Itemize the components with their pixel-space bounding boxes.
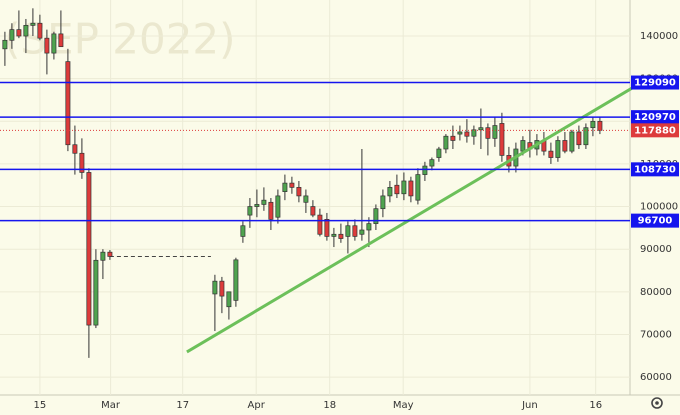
candle-body — [443, 135, 449, 150]
candle-body — [450, 135, 456, 141]
candle-body — [219, 280, 225, 297]
candle-body — [212, 280, 218, 295]
last-price-label: 117880 — [634, 125, 676, 136]
candle-body — [338, 233, 344, 239]
x-tick-label: 17 — [176, 400, 189, 411]
candle-body — [296, 187, 302, 197]
candle-body — [58, 33, 64, 48]
candle-body — [9, 29, 15, 41]
watermark: (SEP 2022) — [4, 15, 236, 64]
y-tick-label: 80000 — [640, 287, 672, 298]
last-price-box — [631, 123, 679, 138]
candle-body — [464, 131, 470, 137]
candle-body — [79, 152, 85, 173]
candle-body — [107, 251, 113, 257]
candle-body — [51, 33, 57, 54]
candle-body — [310, 206, 316, 216]
y-tick-label: 140000 — [640, 31, 678, 42]
candle-body — [555, 140, 561, 158]
candle-body — [37, 22, 43, 39]
candle-body — [30, 22, 36, 26]
candle-body — [317, 214, 323, 235]
x-tick-label: Jun — [521, 400, 538, 411]
candle-body — [422, 165, 428, 175]
candle-body — [86, 172, 92, 326]
y-tick-label: 70000 — [640, 329, 672, 340]
candle-body — [331, 233, 337, 237]
level-label: 108730 — [634, 164, 676, 175]
candle-body — [65, 61, 71, 146]
candle-body — [394, 184, 400, 195]
candle-body — [303, 195, 309, 203]
candle-body — [233, 259, 239, 301]
candle-body — [583, 127, 589, 146]
candle-body — [352, 225, 358, 237]
candle-body — [289, 182, 295, 188]
level-box — [631, 213, 679, 228]
candle-body — [436, 148, 442, 158]
candle-body — [478, 127, 484, 131]
candle-body — [345, 225, 351, 237]
candle-body — [324, 218, 330, 237]
candle-body — [275, 195, 281, 218]
level-label: 96700 — [638, 216, 673, 227]
x-tick-label: Apr — [248, 400, 266, 411]
candle-body — [44, 37, 50, 54]
candle-body — [590, 120, 596, 129]
candle-body — [261, 199, 267, 205]
candle-body — [359, 229, 365, 235]
candle-body — [499, 123, 505, 156]
candle-body — [100, 251, 106, 261]
level-label: 129090 — [634, 78, 676, 89]
candle-body — [429, 159, 435, 167]
y-tick-label: 90000 — [640, 244, 672, 255]
candle-body — [254, 204, 260, 207]
candle-body — [520, 140, 526, 152]
candle-body — [268, 201, 274, 220]
x-tick-label: Mar — [101, 400, 121, 411]
candle-body — [93, 259, 99, 326]
level-box — [631, 162, 679, 177]
x-tick-label: 18 — [323, 400, 336, 411]
level-box — [631, 75, 679, 90]
y-tick-label: 100000 — [640, 202, 678, 213]
candle-body — [226, 291, 232, 308]
candle-body — [373, 208, 379, 224]
candle-body — [415, 174, 421, 201]
candle-body — [548, 150, 554, 158]
level-box — [631, 110, 679, 125]
x-tick-label: 15 — [34, 400, 47, 411]
candle-body — [562, 140, 568, 152]
candle-body — [401, 180, 407, 195]
candle-body — [72, 144, 78, 154]
candle-body — [597, 120, 603, 131]
x-tick-label: May — [393, 400, 414, 411]
candle-body — [16, 29, 22, 37]
candle-body — [380, 195, 386, 210]
candle-body — [247, 206, 253, 216]
candle-body — [471, 129, 477, 137]
level-label: 120970 — [634, 112, 676, 123]
candle-body — [240, 225, 246, 237]
candle-body — [23, 25, 29, 37]
candle-body — [282, 182, 288, 192]
settings-hub[interactable] — [655, 401, 659, 405]
settings-icon[interactable] — [651, 397, 663, 409]
settings-gear[interactable] — [651, 397, 663, 409]
candle-body — [387, 187, 393, 197]
candle-body — [576, 131, 582, 146]
x-tick-label: 16 — [589, 400, 602, 411]
candle-body — [2, 39, 8, 50]
candle-body — [485, 127, 491, 139]
candle-body — [457, 131, 463, 135]
candle-body — [569, 131, 575, 152]
candle-body — [408, 180, 414, 197]
candle-body — [366, 223, 372, 231]
y-tick-label: 60000 — [640, 372, 672, 383]
candle-body — [492, 125, 498, 139]
